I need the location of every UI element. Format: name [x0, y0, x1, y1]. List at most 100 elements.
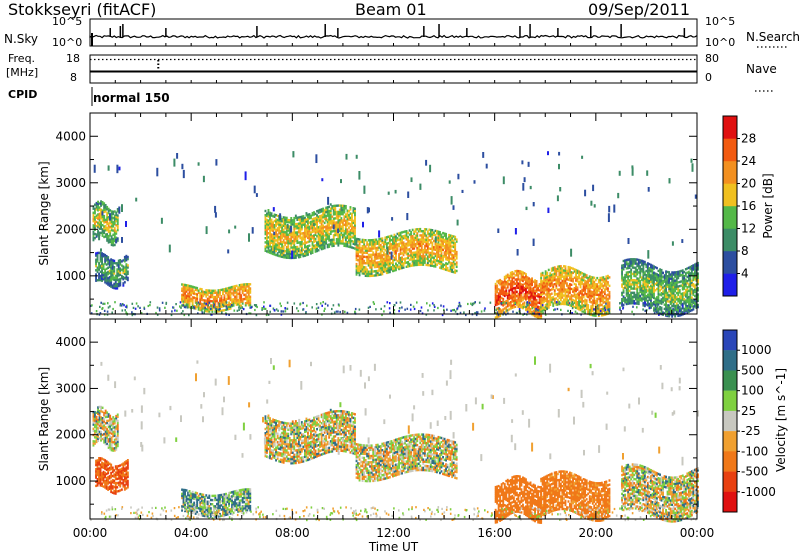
echo-cell: [310, 214, 312, 217]
echo-cell: [416, 232, 419, 235]
echo-cell: [378, 256, 381, 260]
echo-cell: [587, 306, 590, 309]
echo-cell: [104, 206, 107, 209]
echo-cell: [94, 207, 96, 211]
echo-cell: [413, 255, 416, 259]
echo-cell: [417, 259, 420, 262]
echo-cell: [585, 295, 588, 298]
echo-cell: [445, 249, 447, 252]
echo-cell: [103, 219, 106, 222]
echo-cell: [182, 296, 185, 299]
echo-cell: [276, 243, 279, 247]
echo-cell: [326, 208, 329, 211]
echo-cell: [107, 266, 110, 269]
echo-cell: [326, 235, 329, 238]
echo-cell: [526, 286, 529, 290]
echo-cell: [570, 298, 573, 301]
echo-cell: [308, 225, 311, 228]
echo-cell: [591, 276, 594, 279]
echo-cell: [357, 271, 359, 274]
echo-cell: [104, 260, 107, 263]
echo-cell: [297, 226, 300, 230]
echo-cell: [304, 239, 306, 243]
echo-cell: [511, 306, 514, 309]
echo-cell: [294, 233, 297, 236]
echo-cell: [428, 247, 431, 250]
echo-cell: [526, 297, 529, 300]
echo-cell: [97, 221, 99, 225]
echo-cell: [445, 268, 447, 271]
echo-cell: [528, 298, 530, 301]
clutter-cell: [201, 311, 204, 314]
echo-cell: [373, 242, 376, 246]
echo-cell: [344, 230, 347, 233]
echo-cell: [269, 218, 271, 221]
echo-cell: [344, 226, 347, 229]
echo-cell: [113, 272, 116, 275]
echo-cell: [497, 302, 500, 306]
echo-cell: [541, 280, 544, 283]
echo-cell: [503, 282, 506, 285]
echo-cell: [413, 261, 416, 265]
echo-cell: [379, 237, 382, 241]
echo-cell: [429, 241, 432, 244]
echo-cell: [603, 301, 606, 304]
echo-cell: [226, 291, 229, 294]
echo-cell: [439, 249, 441, 253]
echo-cell: [370, 241, 373, 244]
echo-cell: [575, 275, 577, 278]
echo-cell: [547, 293, 550, 297]
echo-cell: [451, 255, 454, 259]
echo-cell: [578, 270, 580, 273]
echo-cell: [323, 213, 326, 216]
echo-cell: [104, 233, 107, 236]
echo-cell: [317, 228, 320, 231]
echo-cell: [296, 218, 299, 221]
echo-cell: [505, 287, 508, 290]
echo-cell: [546, 294, 549, 297]
echo-cell: [376, 255, 379, 258]
echo-cell: [541, 299, 544, 302]
echo-cell: [293, 246, 296, 249]
echo-cell: [525, 294, 527, 297]
echo-cell: [608, 305, 611, 308]
echo-cell: [267, 227, 270, 231]
echo-cell: [650, 299, 652, 302]
clutter-cell: [158, 309, 161, 312]
echo-cell: [522, 302, 524, 306]
echo-cell: [284, 254, 287, 257]
echo-cell: [264, 220, 267, 223]
echo-cell: [578, 283, 580, 286]
echo-cell: [392, 265, 394, 268]
echo-cell: [341, 219, 344, 222]
echo-cell: [587, 281, 590, 284]
echo-cell: [502, 308, 505, 311]
echo-cell: [211, 306, 214, 309]
echo-cell: [496, 313, 499, 317]
echo-cell: [293, 242, 296, 245]
echo-cell: [209, 300, 212, 303]
echo-cell: [111, 278, 114, 281]
echo-cell: [439, 245, 441, 248]
echo-cell: [364, 270, 367, 273]
echo-cell: [113, 229, 116, 232]
echo-cell: [525, 287, 527, 291]
echo-cell: [304, 244, 306, 247]
echo-cell: [203, 303, 206, 306]
echo-cell: [379, 248, 382, 251]
echo-cell: [404, 234, 406, 237]
echo-cell: [596, 283, 599, 286]
echo-cell: [361, 238, 364, 242]
echo-cell: [434, 263, 437, 266]
echo-cell: [596, 291, 599, 294]
echo-cell: [381, 268, 384, 272]
echo-cell: [505, 289, 508, 292]
echo-cell: [518, 286, 521, 290]
echo-cell: [305, 233, 308, 236]
echo-cell: [249, 287, 252, 290]
echo-cell: [287, 239, 290, 243]
echo-cell: [346, 220, 349, 223]
echo-cell: [499, 297, 502, 301]
echo-cell: [351, 225, 353, 228]
echo-cell: [95, 233, 98, 236]
